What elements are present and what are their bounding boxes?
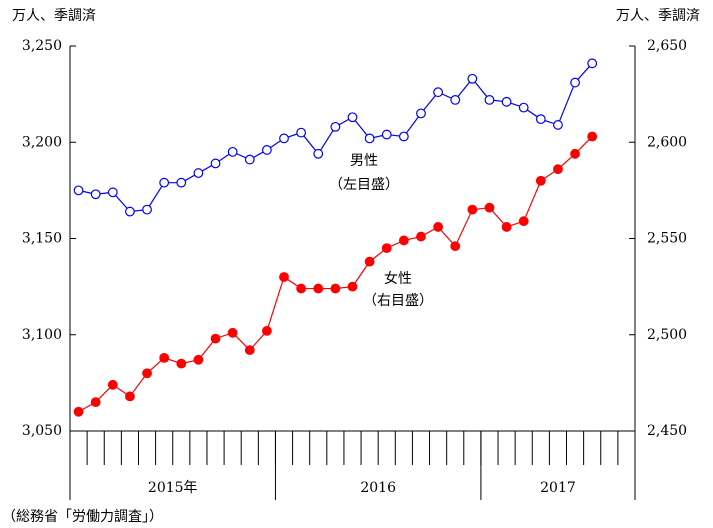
y2-tick-label: 2,550: [647, 231, 687, 247]
marker: [416, 231, 426, 242]
marker: [570, 148, 580, 159]
y-tick-label: 3,200: [22, 134, 62, 150]
marker: [107, 187, 118, 198]
marker: [279, 133, 289, 144]
y-axis-label: 万人、季調済: [12, 8, 96, 24]
marker: [501, 96, 512, 107]
marker: [467, 204, 478, 215]
marker: [142, 204, 152, 215]
y2-tick-label: 2,650: [647, 38, 687, 54]
marker: [570, 77, 580, 88]
marker: [467, 73, 478, 84]
x-group-label: 2016: [360, 480, 396, 496]
marker: [587, 58, 598, 69]
marker: [193, 354, 204, 365]
annotation: （左目盛）: [329, 177, 399, 193]
source: （総務省「労働力調査」）: [2, 509, 163, 525]
marker: [484, 202, 495, 213]
marker: [330, 121, 341, 132]
marker: [296, 283, 307, 294]
marker: [90, 189, 101, 200]
marker: [381, 243, 392, 254]
y2-tick-label: 2,500: [647, 327, 687, 343]
marker: [416, 108, 426, 119]
marker: [142, 368, 152, 379]
marker: [107, 379, 118, 390]
marker: [553, 120, 563, 130]
x-group-label: 2017: [540, 480, 576, 496]
marker: [279, 272, 289, 282]
marker: [244, 345, 255, 356]
marker: [535, 175, 546, 186]
marker: [244, 154, 255, 165]
marker: [261, 145, 272, 155]
marker: [90, 397, 101, 408]
marker: [398, 131, 409, 142]
marker: [159, 177, 170, 188]
marker: [313, 148, 324, 159]
marker: [364, 133, 375, 144]
marker: [193, 168, 204, 178]
y2-tick-label: 2,450: [647, 423, 687, 439]
marker: [587, 131, 598, 142]
x-group-label: 2015年: [148, 480, 198, 496]
marker: [176, 358, 187, 369]
marker: [125, 206, 135, 217]
marker: [450, 241, 461, 252]
marker: [227, 146, 238, 157]
marker: [518, 216, 529, 227]
marker: [553, 164, 563, 175]
marker: [313, 283, 324, 294]
marker: [484, 94, 495, 105]
marker: [433, 87, 444, 98]
marker: [501, 222, 512, 232]
annotation: 男性: [350, 153, 378, 169]
y-tick-label: 3,050: [22, 423, 62, 439]
marker: [227, 327, 238, 338]
marker: [518, 102, 529, 113]
marker: [73, 406, 84, 417]
marker: [159, 352, 170, 363]
marker: [381, 129, 392, 140]
y-tick-label: 3,100: [22, 327, 62, 343]
y2-tick-label: 2,600: [647, 134, 687, 150]
annotation: （右目盛）: [363, 293, 433, 309]
annotation: 女性: [384, 270, 412, 287]
marker: [210, 158, 221, 169]
marker: [450, 94, 461, 105]
marker: [176, 177, 187, 188]
marker: [125, 391, 135, 402]
y-tick-label: 3,150: [22, 231, 62, 247]
marker: [347, 112, 358, 123]
marker: [433, 222, 444, 232]
marker: [210, 333, 221, 344]
marker: [364, 256, 375, 267]
marker: [347, 281, 358, 292]
y2-axis-label: 万人、季調済: [616, 8, 700, 24]
marker: [330, 283, 341, 294]
marker: [535, 114, 546, 125]
marker: [73, 185, 84, 196]
y-tick-label: 3,250: [22, 38, 62, 54]
marker: [398, 235, 409, 246]
marker: [296, 127, 307, 138]
marker: [261, 326, 272, 336]
